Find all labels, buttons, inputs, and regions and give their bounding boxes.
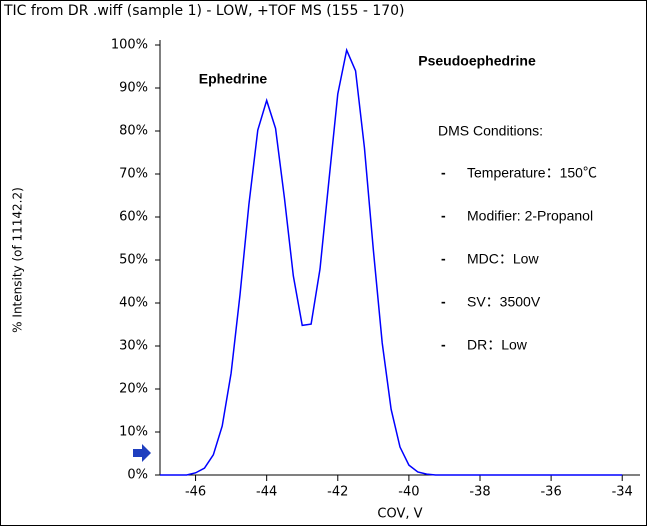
x-tick-label: -46 — [185, 485, 206, 500]
peak-label: Ephedrine — [199, 71, 268, 87]
condition-item: SV：3500V — [467, 294, 541, 310]
y-tick-label: 10% — [119, 425, 148, 440]
x-axis-label: COV, V — [377, 507, 422, 522]
bullet: - — [441, 294, 446, 310]
x-tick-label: -34 — [612, 485, 633, 500]
x-tick-label: -44 — [256, 485, 277, 500]
y-tick-label: 60% — [119, 210, 148, 225]
y-tick-label: 0% — [127, 468, 148, 483]
y-tick-label: 50% — [119, 253, 148, 268]
condition-item: Modifier: 2-Propanol — [467, 208, 593, 224]
y-tick-label: 100% — [111, 38, 148, 53]
x-tick-label: -38 — [469, 485, 490, 500]
chart-title: TIC from DR .wiff (sample 1) - LOW, +TOF… — [3, 3, 405, 19]
bullet: - — [441, 337, 446, 353]
condition-item: DR：Low — [467, 337, 528, 353]
conditions-title: DMS Conditions: — [438, 123, 543, 139]
x-tick-label: -36 — [540, 485, 561, 500]
baseline-arrow — [133, 444, 151, 462]
condition-item: MDC：Low — [467, 251, 539, 267]
x-tick-label: -42 — [327, 485, 348, 500]
y-tick-label: 90% — [119, 81, 148, 96]
y-tick-label: 80% — [119, 124, 148, 139]
y-tick-label: 20% — [119, 382, 148, 397]
y-tick-label: 40% — [119, 296, 148, 311]
x-tick-label: -40 — [398, 485, 419, 500]
bullet: - — [441, 251, 446, 267]
y-axis-label: % Intensity (of 11142.2) — [11, 187, 25, 333]
y-tick-label: 70% — [119, 167, 148, 182]
bullet: - — [441, 208, 446, 224]
bullet: - — [441, 165, 446, 181]
condition-item: Temperature：150℃ — [467, 165, 597, 181]
y-tick-label: 30% — [119, 339, 148, 354]
peak-label: Pseudoephedrine — [418, 53, 536, 69]
data-line — [160, 47, 623, 476]
